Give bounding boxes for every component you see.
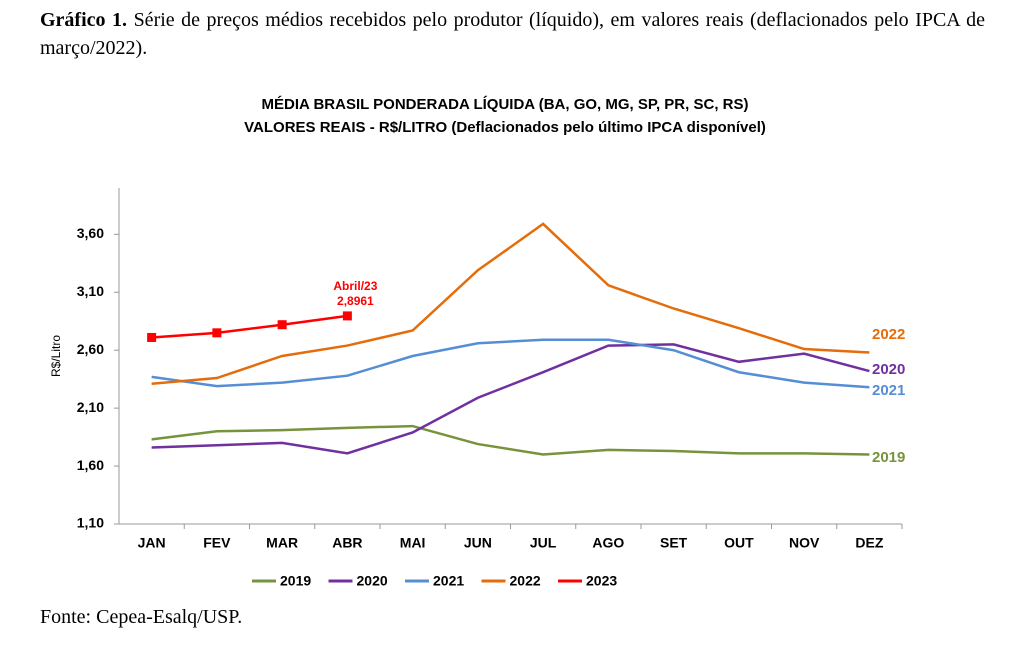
series-line bbox=[151, 314, 348, 339]
legend-label: 2021 bbox=[433, 573, 464, 589]
chart-title: MÉDIA BRASIL PONDERADA LÍQUIDA (BA, GO, … bbox=[262, 96, 749, 113]
point-marker bbox=[342, 311, 352, 321]
x-tick-label: MAI bbox=[400, 535, 426, 551]
y-tick-label: 2,10 bbox=[77, 399, 104, 415]
x-tick-label: ABR bbox=[332, 535, 362, 551]
x-tick-label: JAN bbox=[138, 535, 166, 551]
legend-label: 2019 bbox=[280, 573, 311, 589]
caption-text: Série de preços médios recebidos pelo pr… bbox=[40, 9, 986, 59]
x-tick-label: MAR bbox=[266, 535, 298, 551]
y-tick-label: 1,10 bbox=[77, 515, 104, 531]
x-tick-label: DEZ bbox=[855, 535, 883, 551]
caption: Gráfico 1. Série de preços médios recebi… bbox=[40, 6, 985, 62]
x-tick-label: JUL bbox=[530, 535, 557, 551]
chart-subtitle: VALORES REAIS - R$/LITRO (Deflacionados … bbox=[244, 119, 766, 136]
point-marker bbox=[147, 332, 157, 342]
chart: MÉDIA BRASIL PONDERADA LÍQUIDA (BA, GO, … bbox=[49, 96, 905, 589]
end-label: 2021 bbox=[872, 382, 905, 399]
x-tick-label: AGO bbox=[592, 535, 624, 551]
y-tick-label: 2,60 bbox=[77, 341, 104, 357]
end-label: 2019 bbox=[872, 449, 905, 466]
y-tick-label: 3,10 bbox=[77, 283, 104, 299]
x-tick-label: FEV bbox=[203, 535, 231, 551]
end-label: 2022 bbox=[872, 326, 905, 343]
point-marker bbox=[277, 320, 287, 330]
x-tick-label: NOV bbox=[789, 535, 820, 551]
series-line bbox=[151, 424, 870, 456]
y-tick-label: 1,60 bbox=[77, 457, 104, 473]
value-label: 2,8961 bbox=[337, 294, 374, 308]
y-tick-label: 3,60 bbox=[77, 225, 104, 241]
x-tick-label: JUN bbox=[464, 535, 492, 551]
series-line bbox=[151, 222, 870, 386]
legend-label: 2023 bbox=[586, 573, 617, 589]
source: Fonte: Cepea-Esalq/USP. bbox=[40, 606, 243, 628]
legend-label: 2020 bbox=[357, 573, 388, 589]
legend-label: 2022 bbox=[510, 573, 541, 589]
series-line bbox=[151, 338, 870, 389]
y-axis-label: R$/Litro bbox=[49, 335, 63, 377]
end-label: 2020 bbox=[872, 361, 905, 378]
series-line bbox=[151, 343, 870, 455]
x-tick-label: OUT bbox=[724, 535, 754, 551]
annotation: Abril/23 bbox=[333, 279, 377, 293]
x-tick-label: SET bbox=[660, 535, 688, 551]
point-marker bbox=[212, 328, 222, 338]
caption-label: Gráfico 1. bbox=[40, 9, 128, 31]
